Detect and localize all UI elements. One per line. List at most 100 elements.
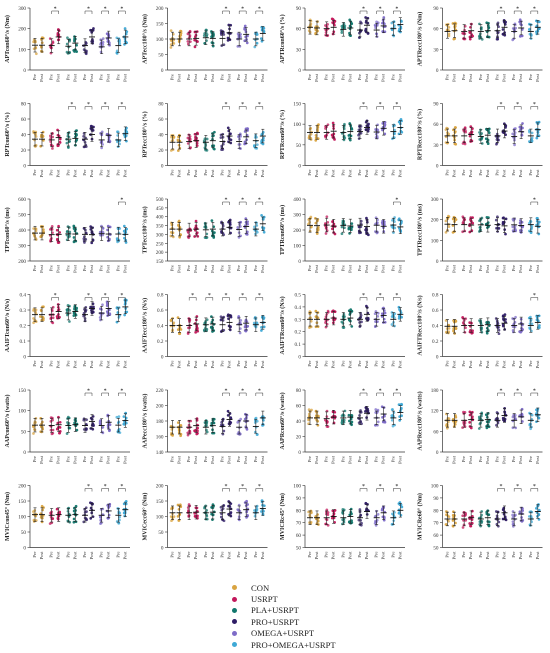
x-tick-label: Pre [495,552,500,558]
data-point [535,136,539,140]
data-point [82,134,85,138]
data-point [359,314,363,317]
y-axis-label: AAPRecc180°/s (watts) [417,391,424,450]
data-point [454,420,458,423]
y-axis-label: RPTRcon60°/s (%) [279,110,286,159]
x-tick-label: Pre [253,456,258,462]
data-point [51,321,55,325]
significance-bracket [222,488,230,492]
y-tick-label: 140 [156,450,164,456]
data-point [365,230,368,234]
y-tick-label: 0.8 [432,293,439,299]
significance-bracket [118,201,126,205]
data-point [332,421,336,425]
x-tick-label: Pre [115,170,120,176]
x-tick-label: Pre [478,552,483,558]
data-point [521,122,524,125]
x-tick-label: Post [485,169,490,178]
data-point [485,326,489,330]
data-point [90,125,94,128]
data-point [324,522,328,526]
x-tick-label: Post [243,264,248,273]
x-tick-label: Pre [445,361,450,367]
data-point [212,421,216,425]
data-point [34,308,38,312]
x-tick-label: Post [535,169,540,178]
x-tick-label: Pre [32,265,37,271]
x-tick-label: Pre [253,361,258,367]
x-tick-label: Post [397,264,402,273]
x-tick-label: Pre [390,456,395,462]
x-tick-label: Post [177,73,182,82]
y-tick-label: 20 [21,148,27,154]
significance-bracket [222,297,230,301]
data-point [399,513,403,517]
data-point [375,32,378,36]
data-point [177,507,181,511]
data-point [105,304,109,308]
x-tick-label: Pre [220,74,225,80]
data-point [367,122,370,126]
data-point [75,308,78,312]
significance-bracket [188,297,197,301]
data-point [195,141,199,145]
data-point [202,34,206,37]
x-tick-label: Pre [49,170,54,176]
x-tick-label: Post [347,360,352,369]
data-point [101,303,104,307]
y-tick-label: 220 [156,388,164,394]
x-tick-label: Pre [220,361,225,367]
x-tick-label: Pre [170,552,175,558]
data-point [468,134,472,138]
x-tick-label: Post [106,264,111,273]
significance-bracket [530,488,539,492]
significance-marker: * [225,484,228,490]
x-tick-label: Pre [99,74,104,80]
data-point [519,330,522,334]
data-point [169,515,173,518]
y-tick-label: 100 [18,409,26,415]
significance-bracket [255,297,264,301]
data-point [529,315,532,319]
x-tick-label: Post [314,551,319,560]
data-point [66,36,69,40]
data-point [381,21,384,25]
data-point [229,231,232,235]
significance-marker: * [500,102,503,108]
data-point [124,307,128,310]
significance-bracket [238,392,247,396]
x-tick-label: Post [243,73,248,82]
data-point [537,416,541,420]
y-axis-label: AAIFTcon60°/s (N/s) [4,299,11,352]
significance-bracket [238,106,247,110]
x-tick-label: Pre [461,456,466,462]
data-point [170,139,174,143]
data-point [445,523,448,526]
x-tick-label: Post [72,360,77,369]
data-point [32,227,35,230]
data-point [469,524,472,528]
data-point [99,43,102,46]
x-tick-label: Pre [203,265,208,271]
data-point [308,521,311,524]
data-point [461,426,464,429]
data-point [325,229,329,232]
y-tick-label: 600 [18,197,26,203]
data-point [193,45,197,49]
y-tick-label: 60 [433,122,439,128]
y-tick-label: 200 [431,218,439,224]
data-point [309,138,313,141]
data-point [535,30,538,34]
x-tick-label: Pre [307,361,312,367]
y-tick-label: 200 [18,484,26,490]
significance-marker: * [120,102,123,108]
x-tick-label: Pre [186,456,191,462]
data-point [349,413,353,417]
y-tick-label: 0 [23,164,26,170]
data-point [463,24,467,28]
x-tick-label: Pre [357,552,362,558]
significance-marker: * [258,198,261,204]
data-point [194,219,198,223]
